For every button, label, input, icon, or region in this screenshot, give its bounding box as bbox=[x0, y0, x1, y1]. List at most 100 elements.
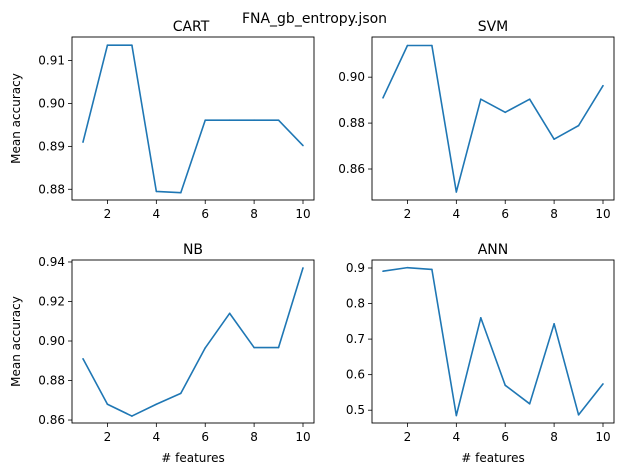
data-point-nb-6 bbox=[204, 347, 207, 349]
data-point-ann-7 bbox=[528, 403, 531, 405]
y-tick-label-cart-0: 0.88 bbox=[38, 182, 65, 196]
panel-title-nb: NB bbox=[183, 242, 203, 258]
subplot-svm: 2 4 6 8 10 0.86 0.88 0.90 SVM bbox=[338, 19, 615, 221]
figure-suptitle: FNA_gb_entropy.json bbox=[242, 11, 387, 27]
x-tick-label-ann-8: 8 bbox=[550, 430, 558, 444]
x-tick-label-ann-2: 2 bbox=[404, 430, 412, 444]
data-point-svm-2 bbox=[406, 44, 409, 47]
x-tick-label-cart-10: 10 bbox=[295, 207, 310, 221]
series-line-ann bbox=[382, 266, 604, 417]
x-tick-label-nb-2: 2 bbox=[104, 430, 112, 444]
data-point-cart-6 bbox=[204, 119, 207, 122]
data-point-nb-2 bbox=[106, 403, 109, 406]
y-tick-label-svm-2: 0.90 bbox=[338, 70, 365, 84]
y-tick-label-nb-1: 0.88 bbox=[38, 374, 65, 388]
data-point-cart-8 bbox=[253, 119, 255, 122]
data-point-svm-5 bbox=[479, 98, 482, 101]
series-line-nb bbox=[82, 267, 304, 417]
x-tick-label-svm-6: 6 bbox=[501, 207, 509, 221]
data-point-ann-10 bbox=[602, 383, 604, 385]
y-tick-label-cart-2: 0.90 bbox=[38, 96, 65, 110]
data-point-cart-5 bbox=[179, 191, 182, 194]
y-axis-label-nb: Mean accuracy bbox=[9, 296, 23, 387]
axes-frame-ann bbox=[371, 259, 615, 424]
axes-frame-cart bbox=[71, 36, 315, 201]
data-point-svm-9 bbox=[577, 124, 580, 127]
data-point-nb-7 bbox=[228, 312, 231, 315]
y-tick-label-nb-2: 0.90 bbox=[38, 334, 65, 348]
data-point-svm-1 bbox=[382, 97, 384, 99]
data-point-cart-1 bbox=[82, 141, 84, 143]
x-tick-label-cart-8: 8 bbox=[250, 207, 258, 221]
x-tick-label-cart-2: 2 bbox=[104, 207, 112, 221]
y-tick-label-nb-0: 0.86 bbox=[38, 413, 65, 427]
data-point-ann-9 bbox=[577, 414, 580, 416]
y-tick-label-svm-0: 0.86 bbox=[338, 162, 365, 176]
y-tick-label-ann-4: 0.9 bbox=[346, 261, 365, 275]
data-point-nb-10 bbox=[302, 267, 304, 269]
data-point-svm-10 bbox=[602, 84, 604, 87]
x-tick-label-svm-4: 4 bbox=[453, 207, 461, 221]
x-tick-label-cart-6: 6 bbox=[201, 207, 209, 221]
panel-title-ann: ANN bbox=[478, 242, 509, 258]
x-tick-label-nb-6: 6 bbox=[201, 430, 209, 444]
x-tick-label-svm-8: 8 bbox=[550, 207, 558, 221]
series-line-cart bbox=[82, 44, 304, 194]
y-tick-label-cart-3: 0.91 bbox=[38, 54, 65, 68]
data-point-ann-2 bbox=[406, 266, 409, 269]
data-point-ann-5 bbox=[479, 316, 482, 319]
data-point-svm-7 bbox=[528, 98, 531, 101]
data-point-nb-1 bbox=[82, 357, 84, 360]
x-axis-label-nb: # features bbox=[161, 451, 224, 465]
y-tick-label-ann-2: 0.7 bbox=[346, 332, 365, 346]
y-tick-label-cart-1: 0.89 bbox=[38, 139, 65, 153]
data-point-cart-9 bbox=[277, 119, 280, 122]
x-tick-label-svm-2: 2 bbox=[404, 207, 412, 221]
y-axis-label-cart: Mean accuracy bbox=[9, 73, 23, 164]
x-tick-label-nb-4: 4 bbox=[153, 430, 161, 444]
y-tick-label-ann-0: 0.5 bbox=[346, 403, 365, 417]
data-point-ann-6 bbox=[504, 384, 507, 387]
data-point-nb-4 bbox=[155, 403, 158, 406]
subplot-cart: 2 4 6 8 10 0.88 0.89 0.90 0.91 CART Mean accuracy bbox=[9, 19, 315, 221]
data-point-svm-3 bbox=[431, 44, 433, 47]
data-point-cart-10 bbox=[302, 144, 304, 147]
x-tick-label-nb-8: 8 bbox=[250, 430, 258, 444]
series-line-svm bbox=[382, 44, 604, 193]
x-tick-label-cart-4: 4 bbox=[153, 207, 161, 221]
x-axis-label-ann: # features bbox=[461, 451, 524, 465]
data-point-svm-4 bbox=[455, 191, 458, 193]
data-point-nb-9 bbox=[277, 346, 280, 349]
data-point-svm-6 bbox=[504, 111, 507, 114]
data-point-svm-8 bbox=[553, 138, 555, 140]
data-point-nb-3 bbox=[131, 415, 133, 417]
x-tick-label-nb-10: 10 bbox=[295, 430, 310, 444]
x-tick-label-ann-10: 10 bbox=[595, 430, 610, 444]
panel-title-cart: CART bbox=[173, 19, 210, 35]
data-point-nb-5 bbox=[179, 392, 182, 395]
data-point-cart-4 bbox=[155, 190, 158, 193]
y-tick-label-nb-3: 0.92 bbox=[38, 294, 65, 308]
x-tick-label-ann-4: 4 bbox=[453, 430, 461, 444]
data-point-cart-7 bbox=[228, 119, 231, 122]
panel-title-svm: SVM bbox=[478, 19, 509, 35]
y-tick-label-nb-4: 0.94 bbox=[38, 255, 65, 269]
x-tick-label-ann-6: 6 bbox=[501, 430, 509, 444]
data-point-ann-1 bbox=[382, 270, 384, 273]
subplot-nb: 2 4 6 8 10 0.86 0.88 0.90 0.92 0.94 NB # features Me… bbox=[9, 242, 315, 465]
data-point-ann-3 bbox=[431, 268, 433, 271]
data-point-nb-8 bbox=[253, 346, 255, 349]
y-tick-label-ann-3: 0.8 bbox=[346, 297, 365, 311]
y-tick-label-svm-1: 0.88 bbox=[338, 116, 365, 130]
data-point-ann-8 bbox=[553, 323, 555, 325]
data-point-ann-4 bbox=[455, 414, 458, 417]
y-tick-label-ann-1: 0.6 bbox=[346, 368, 365, 382]
x-tick-label-svm-10: 10 bbox=[595, 207, 610, 221]
subplot-ann: 2 4 6 8 10 0.5 0.6 0.7 0.8 0.9 ANN # features bbox=[346, 242, 615, 465]
axes-frame-nb bbox=[71, 259, 315, 424]
axes-frame-svm bbox=[371, 36, 615, 201]
data-point-cart-2 bbox=[106, 44, 109, 46]
data-point-cart-3 bbox=[131, 44, 133, 46]
